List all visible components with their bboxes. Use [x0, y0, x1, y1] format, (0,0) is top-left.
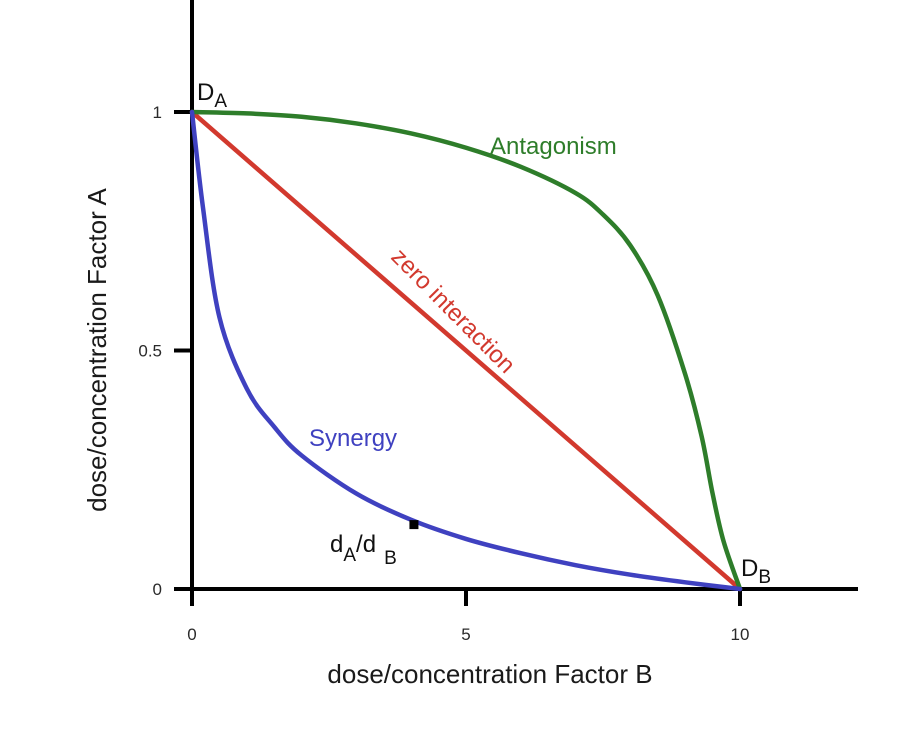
synergy-label: Synergy — [309, 425, 397, 452]
antagonism-line — [189, 109, 743, 592]
series-layer — [189, 109, 743, 592]
antagonism-label: Antagonism — [490, 133, 617, 160]
y-ticks: 00.51 — [138, 103, 192, 599]
y-tick-label: 0.5 — [138, 342, 162, 361]
dose-ratio-marker — [409, 520, 419, 530]
x-ticks: 0 5 10 — [187, 589, 749, 644]
zero-interaction-label: zero interaction — [386, 243, 521, 379]
y-axis-label: dose/concentration Factor A — [82, 187, 112, 511]
y-tick-label: 0 — [153, 580, 162, 599]
x-tick-label: 10 — [731, 625, 750, 644]
da-point-label: DA — [197, 79, 227, 112]
x-axis-label: dose/concentration Factor B — [327, 659, 652, 689]
dose-ratio-label: dA/dB — [330, 531, 397, 569]
y-tick-label: 1 — [153, 103, 162, 122]
x-tick-label: 5 — [461, 625, 470, 644]
db-point-label: DB — [741, 555, 771, 588]
synergy-line — [189, 109, 743, 592]
zero-interaction-line — [189, 109, 743, 592]
x-tick-label: 0 — [187, 625, 196, 644]
